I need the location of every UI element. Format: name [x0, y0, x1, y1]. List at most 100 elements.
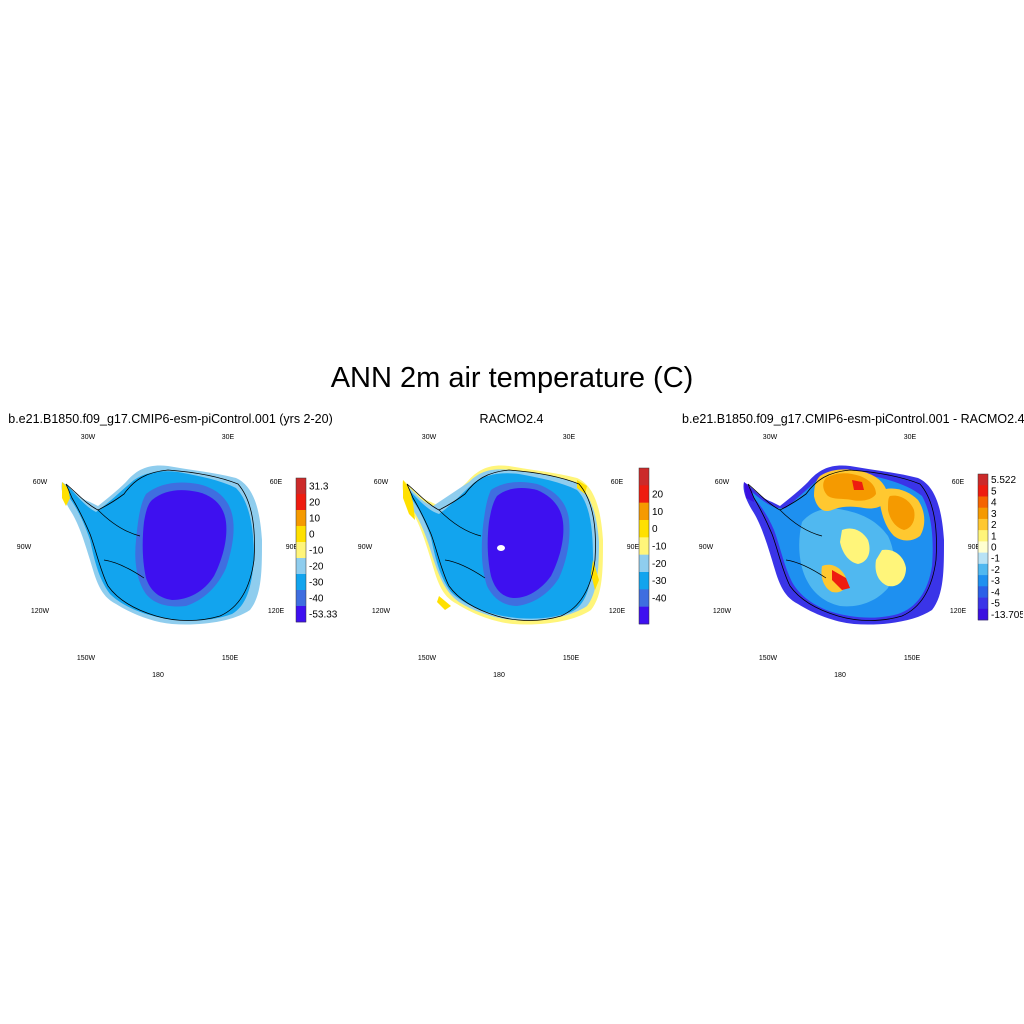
colorbar-swatch: [296, 542, 306, 559]
colorbar-frame: [977, 473, 989, 621]
lon-label-30e: 30E: [563, 434, 576, 441]
coastline: [65, 469, 255, 621]
panel-title-difference: b.e21.B1850.f09_g17.CMIP6-esm-piControl.…: [682, 412, 1024, 426]
colorbar-swatch: [978, 518, 988, 531]
colorbar-swatch: [978, 496, 988, 508]
lon-label-90e: 90E: [627, 544, 640, 551]
colorbar-racmo: 20 10 0 -10 -20 -30 -40: [638, 467, 667, 625]
lon-label-180: 180: [493, 672, 505, 679]
colorbar-swatch: [978, 485, 988, 497]
panel-title-model: b.e21.B1850.f09_g17.CMIP6-esm-piControl.…: [8, 412, 333, 426]
colorbar-label: -5: [991, 599, 1000, 610]
grounding-line: [779, 509, 827, 579]
lon-label-60e: 60E: [270, 479, 283, 486]
lon-label-120e: 120E: [609, 608, 626, 615]
colorbar-label: -4: [991, 587, 1000, 598]
lon-label-90w: 90W: [17, 544, 32, 551]
colorbar-swatch: [639, 502, 649, 521]
lon-label-120e: 120E: [950, 608, 967, 615]
lon-label-30w: 30W: [81, 434, 96, 441]
lon-label-90e: 90E: [286, 544, 299, 551]
lon-label-120e: 120E: [268, 608, 285, 615]
colorbar-swatch: [296, 590, 306, 607]
colorbar-label: 4: [991, 498, 997, 509]
colorbar-label: -20: [652, 559, 667, 570]
colorbar-label: 20: [309, 498, 321, 509]
panel-title-racmo: RACMO2.4: [479, 412, 544, 426]
lon-label-150w: 150W: [77, 655, 96, 662]
colorbar-swatch: [978, 597, 988, 610]
colorbar-swatch: [978, 608, 988, 621]
colorbar-swatch: [978, 474, 988, 486]
colorbar-label: -1: [991, 554, 1000, 565]
lon-label-90w: 90W: [358, 544, 373, 551]
lon-label-150e: 150E: [563, 655, 580, 662]
colorbar-swatch: [978, 552, 988, 565]
colorbar-label: -2: [991, 565, 1000, 576]
colorbar-model: 31.3 20 10 0 -10 -20 -30 -40 -53.33: [295, 477, 338, 623]
colorbar-frame: [295, 477, 307, 623]
lon-label-150e: 150E: [222, 655, 239, 662]
colorbar-swatch: [296, 558, 306, 575]
colorbar-label: 10: [309, 514, 321, 525]
colorbar-label: -10: [652, 542, 667, 553]
colorbar-label: 0: [991, 543, 997, 554]
colorbar-swatch: [639, 468, 649, 486]
coastline: [747, 469, 937, 621]
lon-label-60w: 60W: [715, 479, 730, 486]
colorbar-label: -30: [652, 576, 667, 587]
map-racmo: 30W 30E 60W 60E 90W 90E 120W 120E 150W 1…: [358, 434, 667, 679]
colorbar-label: -53.33: [309, 610, 338, 621]
colorbar-label: 5: [991, 486, 997, 497]
colorbar-label: 0: [309, 530, 315, 541]
figure-title: ANN 2m air temperature (C): [330, 362, 694, 394]
colorbar-label: -30: [309, 578, 324, 589]
panel-racmo: RACMO2.4 30W 30E 60W 60E 90W 90E 120W 12…: [341, 410, 682, 690]
colorbar-label: -40: [652, 594, 667, 605]
lon-label-150e: 150E: [904, 655, 921, 662]
lon-label-60w: 60W: [374, 479, 389, 486]
lon-label-120w: 120W: [713, 608, 732, 615]
colorbar-label: 2: [991, 520, 997, 531]
colorbar-label: -40: [309, 594, 324, 605]
colorbar-swatch: [639, 554, 649, 573]
lon-label-150w: 150W: [418, 655, 437, 662]
colorbar-swatch: [639, 520, 649, 538]
colorbar-swatch: [639, 485, 649, 503]
colorbar-label: -20: [309, 562, 324, 573]
lon-label-90e: 90E: [968, 544, 981, 551]
colorbar-label: 3: [991, 509, 997, 520]
lon-label-180: 180: [152, 672, 164, 679]
colorbar-swatch: [296, 494, 306, 511]
lon-label-30w: 30W: [763, 434, 778, 441]
colorbar-label: 20: [652, 490, 664, 501]
colorbar-swatch: [978, 530, 988, 542]
colorbar-swatch: [296, 478, 306, 495]
colorbar-swatch: [639, 606, 649, 625]
colorbar-swatch: [296, 574, 306, 591]
lon-label-150w: 150W: [759, 655, 778, 662]
colorbar-swatch: [639, 537, 649, 555]
map-model: 30W 30E 60W 60E 90W 90E 120W 120E 150W 1…: [17, 434, 338, 679]
colorbar-swatch: [639, 572, 649, 590]
colorbar-label: 1: [991, 531, 997, 542]
antarctica-field-racmo: [402, 465, 603, 625]
panel-difference: b.e21.B1850.f09_g17.CMIP6-esm-piControl.…: [682, 410, 1024, 690]
colorbar-label: 0: [652, 524, 658, 535]
colorbar-label: -3: [991, 576, 1000, 587]
antarctica-field-model: [61, 465, 263, 625]
colorbar-swatch: [296, 526, 306, 543]
grounding-line: [97, 509, 145, 579]
colorbar-label: 10: [652, 507, 664, 518]
colorbar-label: -13.705: [991, 610, 1023, 621]
antarctica-field-difference: [743, 465, 944, 625]
colorbar-label: -10: [309, 546, 324, 557]
colorbar-swatch: [978, 507, 988, 520]
colorbar-swatch: [639, 589, 649, 607]
lon-label-120w: 120W: [31, 608, 50, 615]
colorbar-label: 5.522: [991, 475, 1016, 486]
lon-label-60e: 60E: [952, 479, 965, 486]
lon-label-90w: 90W: [699, 544, 714, 551]
colorbar-label: 31.3: [309, 482, 329, 493]
